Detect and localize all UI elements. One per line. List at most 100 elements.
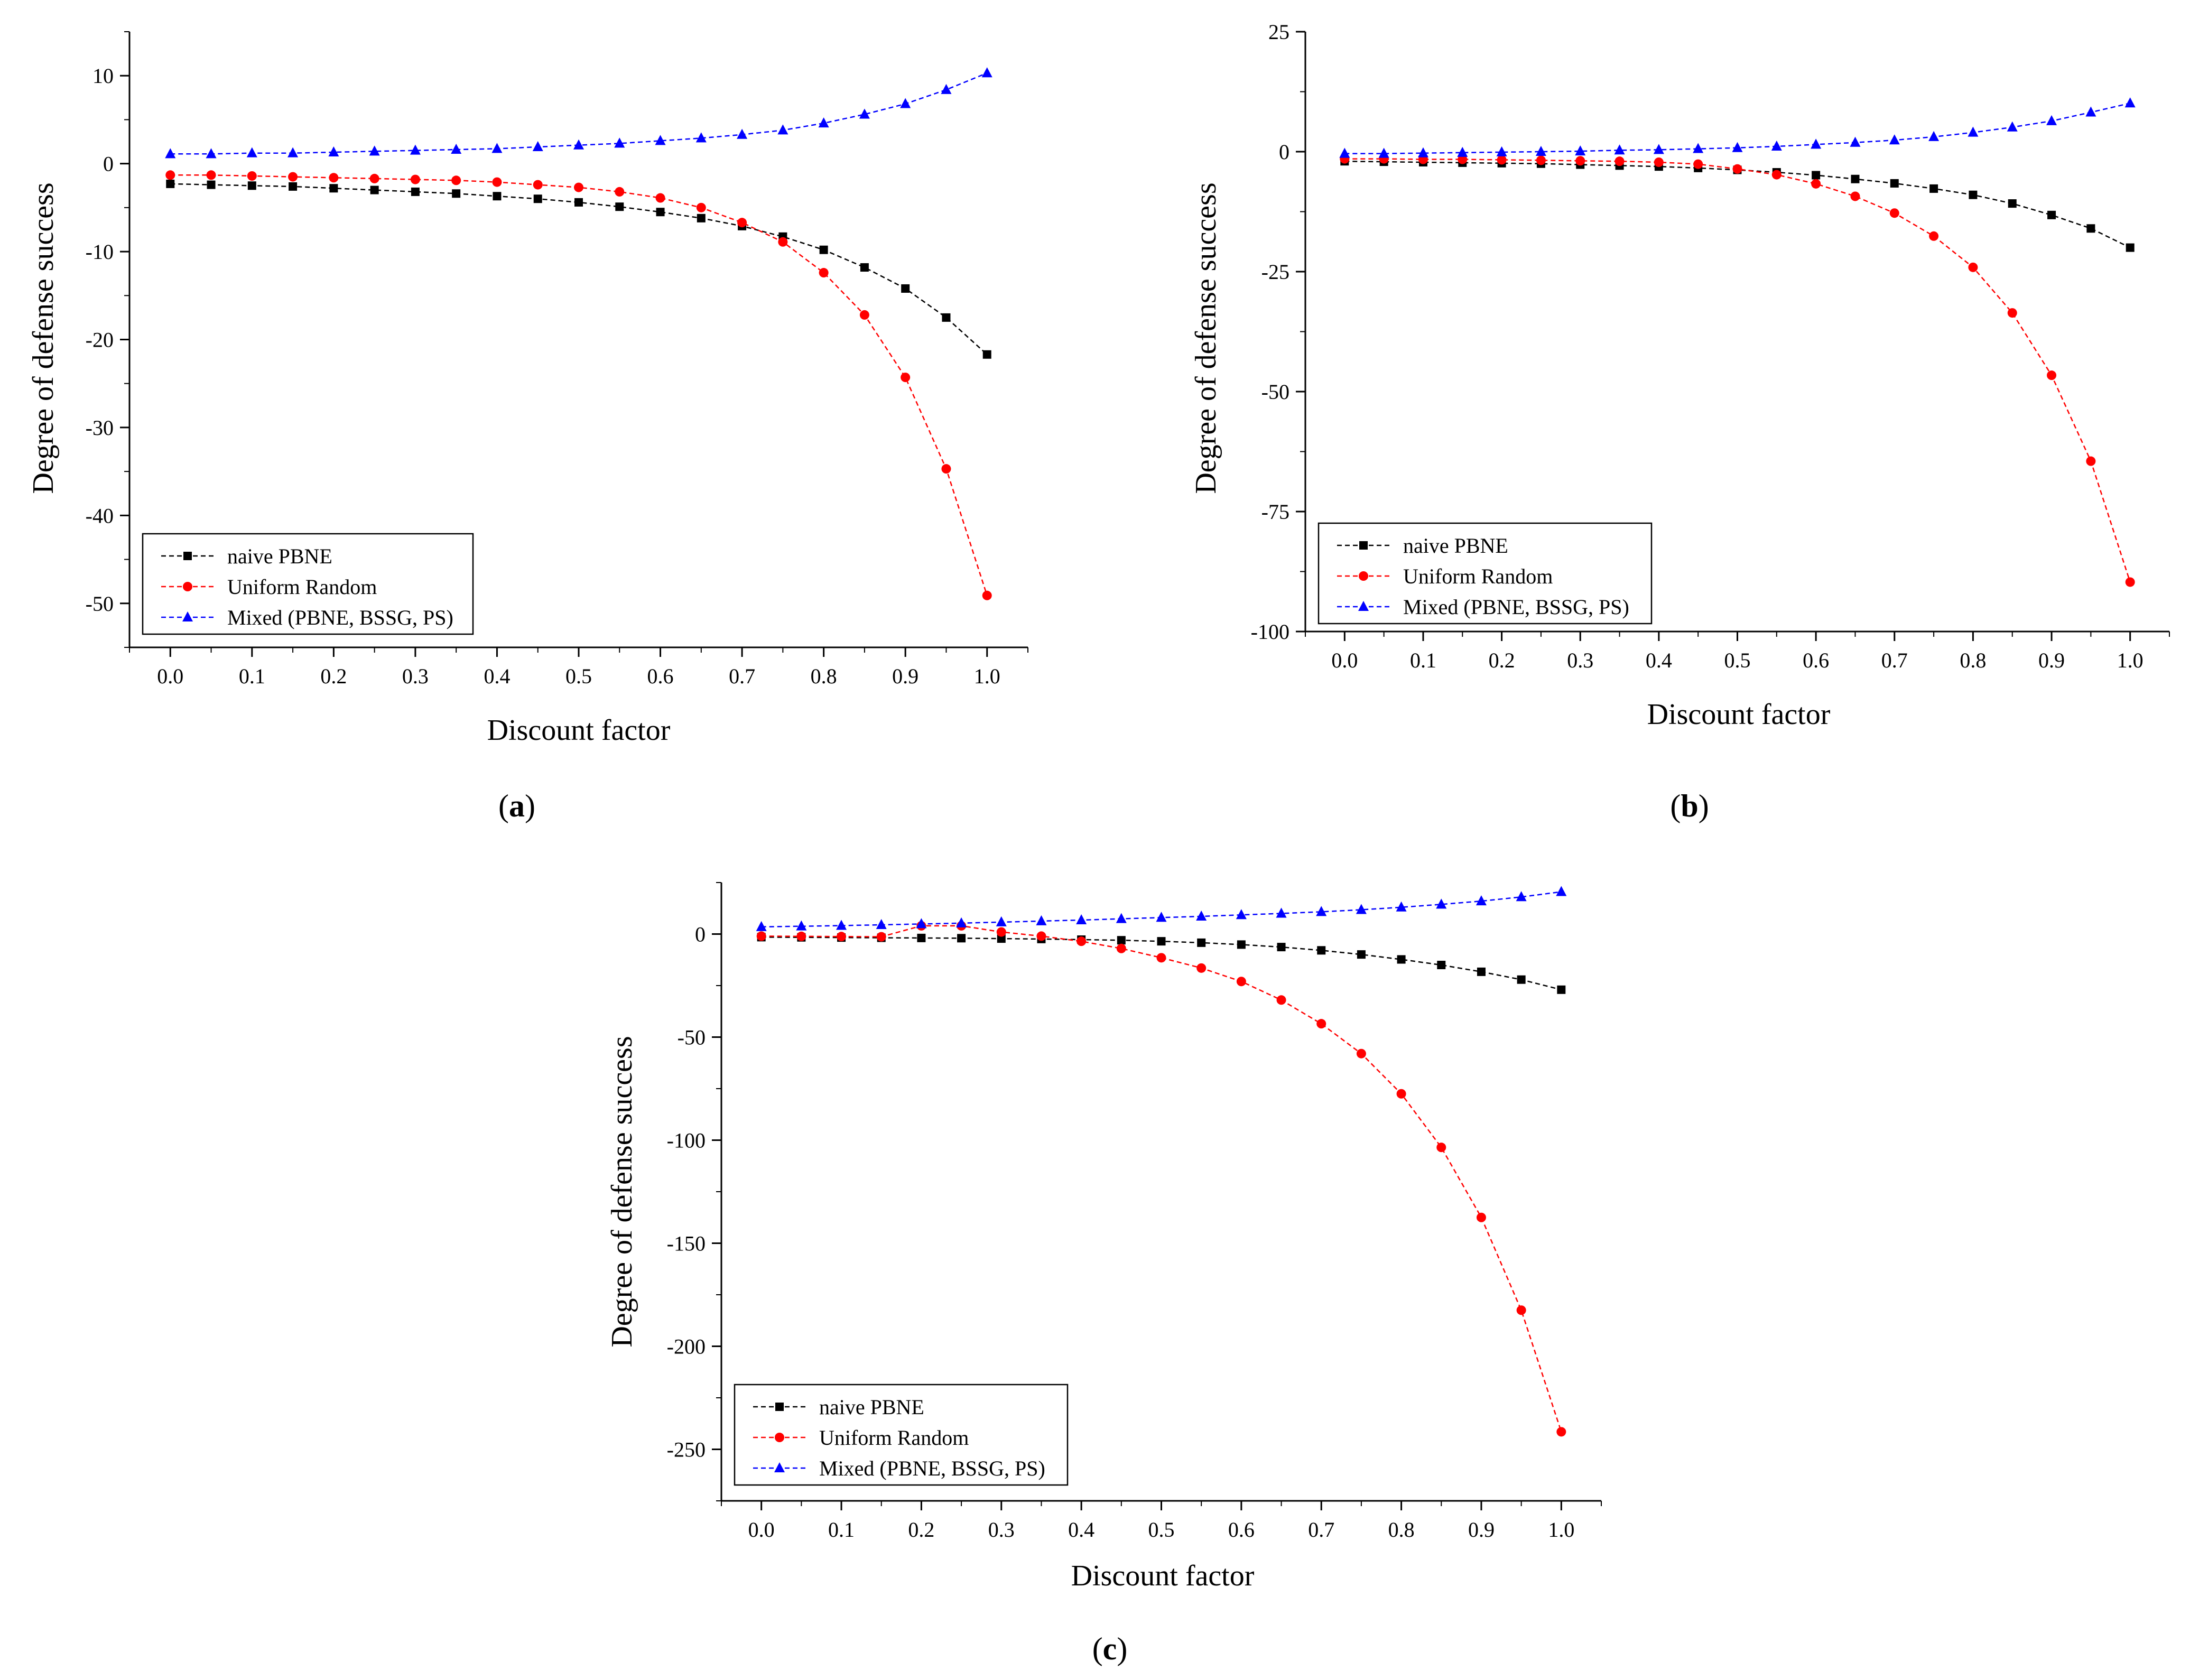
data-point: [957, 934, 966, 943]
legend: naive PBNE Uniform Random Mixed (PBNE, BSS…: [734, 1384, 1069, 1486]
legend-marker: [183, 552, 192, 560]
data-point: [859, 310, 869, 320]
data-point: [574, 198, 583, 207]
caption-open: (: [1092, 1631, 1103, 1666]
caption-letter: c: [1103, 1631, 1117, 1666]
data-point: [1036, 915, 1047, 925]
data-point: [329, 173, 339, 183]
x-tick-label: 0.7: [1308, 1518, 1334, 1542]
data-point: [818, 117, 829, 128]
data-point: [289, 182, 298, 191]
caption-close: ): [1699, 788, 1709, 823]
data-point: [1437, 961, 1446, 969]
legend-box: [142, 533, 474, 635]
data-point: [1157, 937, 1166, 946]
data-point: [615, 187, 625, 197]
data-point: [836, 920, 847, 930]
data-point: [1277, 943, 1286, 952]
data-point: [1036, 931, 1046, 941]
data-point: [1654, 157, 1664, 167]
legend-box: [1317, 522, 1653, 625]
data-point: [900, 98, 911, 108]
x-tick-label: 0.0: [748, 1518, 775, 1542]
y-tick-label: -20: [86, 328, 114, 352]
legend-marker: [775, 1403, 784, 1411]
y-tick-label: 10: [92, 64, 114, 88]
data-point: [1929, 184, 1938, 193]
x-tick-label: 0.1: [828, 1518, 855, 1542]
data-point: [696, 202, 706, 212]
data-point: [1851, 174, 1860, 183]
data-point: [697, 214, 706, 222]
y-tick-label: 0: [695, 923, 706, 946]
data-point: [777, 124, 788, 135]
data-point: [1276, 995, 1286, 1005]
data-point: [819, 245, 828, 254]
x-axis-label: Discount factor: [1647, 698, 1831, 731]
data-point: [165, 148, 176, 159]
data-point: [2007, 121, 2018, 132]
y-axis-label: Degree of defense success: [1190, 182, 1222, 494]
data-point: [1556, 1427, 1566, 1437]
data-point: [876, 918, 887, 929]
data-point: [997, 934, 1006, 943]
caption-open: (: [1670, 788, 1681, 823]
y-tick-label: -75: [1261, 500, 1289, 524]
data-point: [1890, 179, 1899, 188]
data-point: [1693, 143, 1704, 153]
data-point: [695, 132, 707, 143]
x-axis-label: Discount factor: [1071, 1560, 1255, 1592]
x-tick-label: 0.4: [1068, 1518, 1094, 1542]
data-point: [1850, 191, 1860, 201]
data-point: [1116, 943, 1126, 953]
x-tick-label: 0.4: [1646, 648, 1672, 672]
data-point: [1535, 146, 1546, 156]
data-point: [369, 145, 380, 156]
series-triangle: [165, 67, 992, 159]
legend-marker: [1358, 601, 1369, 611]
data-point: [1156, 912, 1167, 922]
data-point: [1732, 164, 1742, 174]
legend: naive PBNE Uniform Random Mixed (PBNE, BSS…: [1317, 522, 1653, 625]
data-point: [2086, 456, 2096, 466]
caption-close: ): [1117, 1631, 1127, 1666]
x-tick-label: 0.0: [157, 664, 183, 688]
data-point: [941, 83, 952, 94]
data-point: [1496, 146, 1507, 156]
x-tick-label: 1.0: [974, 664, 1000, 688]
y-tick-label: -100: [667, 1129, 706, 1153]
x-tick-label: 0.0: [1331, 648, 1358, 672]
data-point: [166, 179, 175, 188]
x-tick-label: 0.1: [239, 664, 265, 688]
data-point: [1236, 977, 1246, 987]
y-tick-label: 25: [1268, 20, 1289, 44]
data-point: [837, 932, 847, 942]
legend-label: Mixed (PBNE, BSSG, PS): [819, 1456, 1045, 1480]
x-tick-label: 0.1: [1410, 648, 1436, 672]
data-point: [1317, 946, 1326, 955]
data-point: [492, 177, 502, 187]
data-point: [737, 218, 747, 228]
x-tick-label: 0.5: [1148, 1518, 1175, 1542]
data-point: [655, 193, 665, 203]
data-point: [2008, 199, 2017, 208]
legend-marker: [774, 1462, 785, 1472]
legend-label: Uniform Random: [227, 575, 377, 599]
data-point: [1196, 910, 1207, 921]
data-point: [2007, 308, 2017, 318]
data-point: [452, 189, 461, 198]
data-point: [1693, 159, 1703, 169]
data-point: [917, 933, 926, 942]
data-point: [1396, 1089, 1406, 1099]
series-circle: [165, 170, 992, 600]
data-point: [737, 128, 748, 139]
data-point: [1536, 155, 1546, 165]
data-point: [2085, 106, 2096, 117]
data-point: [451, 175, 461, 185]
x-tick-label: 0.5: [565, 664, 592, 688]
y-tick-label: -50: [678, 1026, 706, 1050]
data-point: [941, 464, 951, 474]
data-point: [246, 147, 257, 157]
x-tick-label: 0.6: [1803, 648, 1829, 672]
data-point: [411, 187, 420, 196]
